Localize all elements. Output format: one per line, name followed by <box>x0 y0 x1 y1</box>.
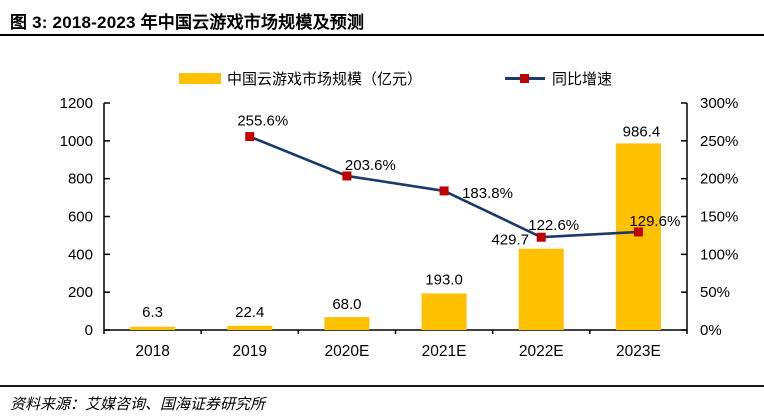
line-value-label: 122.6% <box>528 217 579 234</box>
source-divider <box>0 385 764 387</box>
line-marker-2021E <box>439 186 449 196</box>
line-value-label: 129.6% <box>629 213 680 230</box>
bar-value-label: 429.7 <box>491 232 529 249</box>
right-axis-tick-label: 150% <box>700 209 738 226</box>
source-note: 资料来源：艾媒咨询、国海证券研究所 <box>10 397 266 413</box>
figure-title: 图 3: 2018-2023 年中国云游戏市场规模及预测 <box>10 13 365 32</box>
line-marker-2020E <box>342 171 352 181</box>
bar-value-label: 193.0 <box>425 271 463 288</box>
right-axis-tick-label: 0% <box>700 322 722 339</box>
line-swatch-icon <box>505 71 545 86</box>
left-axis-tick-label: 800 <box>68 171 93 188</box>
left-axis-tick-label: 200 <box>68 284 93 301</box>
bar-value-label: 22.4 <box>235 304 264 321</box>
bar-2022E <box>518 248 564 330</box>
left-axis-tick-label: 1000 <box>60 133 93 150</box>
left-axis-tick-label: 600 <box>68 209 93 226</box>
right-axis-tick-label: 200% <box>700 171 738 188</box>
bar-2018 <box>130 326 176 330</box>
line-marker-2023E <box>633 227 643 237</box>
line-marker-2019 <box>245 132 255 142</box>
bar-2021E <box>421 293 467 330</box>
right-axis-tick-label: 50% <box>700 284 730 301</box>
right-axis-tick-label: 300% <box>700 95 738 112</box>
left-axis-tick-label: 0 <box>85 322 93 339</box>
x-axis-label: 2023E <box>616 343 661 360</box>
title-divider <box>0 34 764 36</box>
x-axis-label: 2020E <box>325 343 370 360</box>
right-axis-tick-label: 100% <box>700 246 738 263</box>
bar-swatch-icon <box>179 72 221 84</box>
x-axis-label: 2018 <box>135 343 169 360</box>
line-value-label: 255.6% <box>237 113 288 130</box>
legend-line-label: 同比增速 <box>552 70 613 88</box>
legend-bar-label: 中国云游戏市场规模（亿元） <box>227 70 423 88</box>
left-axis-tick-label: 400 <box>68 246 93 263</box>
line-marker-icon <box>520 73 529 83</box>
bar-2020E <box>324 317 370 330</box>
right-axis-tick-label: 250% <box>700 133 738 150</box>
bar-2023E <box>615 143 661 330</box>
line-value-label: 183.8% <box>462 185 513 202</box>
x-axis-label: 2022E <box>519 343 564 360</box>
bar-value-label: 986.4 <box>623 123 661 140</box>
legend-item-line: 同比增速 <box>505 68 612 88</box>
legend-item-bar: 中国云游戏市场规模（亿元） <box>179 68 422 88</box>
bar-value-label: 68.0 <box>332 296 361 313</box>
bar-value-label: 6.3 <box>142 304 163 321</box>
x-axis-label: 2019 <box>233 343 267 360</box>
x-axis-label: 2021E <box>422 343 467 360</box>
bar-2019 <box>227 325 273 330</box>
left-axis-tick-label: 1200 <box>60 95 93 112</box>
line-value-label: 203.6% <box>345 157 396 174</box>
line-marker-2022E <box>536 232 546 242</box>
chart-legend: 中国云游戏市场规模（亿元） 同比增速 <box>0 68 764 88</box>
